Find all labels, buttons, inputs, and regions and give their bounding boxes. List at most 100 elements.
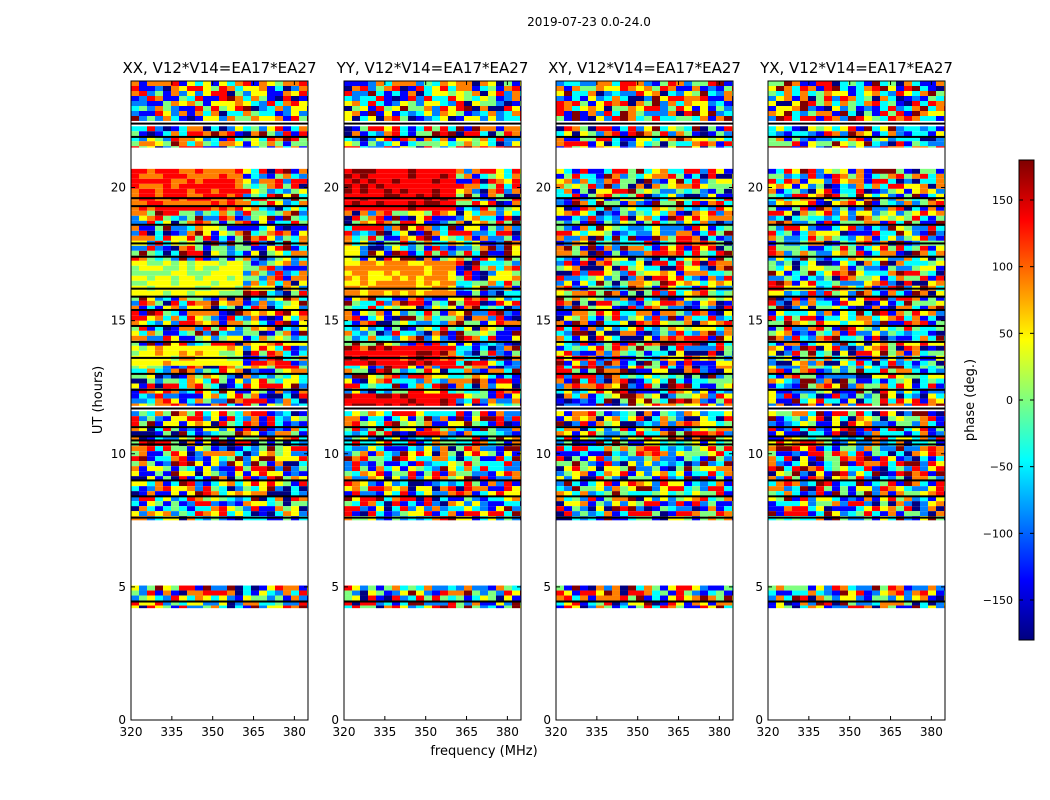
flagged-line: [344, 479, 521, 482]
phase-cell: [179, 585, 187, 591]
phase-cell: [440, 416, 448, 422]
phase-cell: [652, 600, 660, 606]
phase-cell: [344, 141, 352, 147]
phase-cell: [267, 255, 275, 261]
flagged-line: [131, 223, 308, 226]
phase-cell: [259, 235, 267, 241]
phase-cell: [139, 491, 147, 497]
phase-cell: [352, 585, 360, 591]
phase-cell: [171, 595, 179, 601]
phase-cell: [211, 188, 219, 194]
phase-cell: [147, 511, 155, 517]
phase-cell: [243, 101, 251, 106]
phase-cell: [684, 456, 692, 462]
phase-cell: [243, 255, 251, 261]
phase-cell: [187, 431, 195, 437]
phase-cell: [203, 136, 211, 142]
phase-cell: [227, 245, 235, 251]
phase-cell: [352, 476, 360, 482]
phase-cell: [171, 373, 179, 379]
phase-cell: [195, 146, 203, 148]
phase-cell: [480, 183, 488, 189]
phase-cell: [163, 403, 171, 406]
phase-cell: [299, 471, 307, 477]
phase-cell: [352, 466, 360, 472]
phase-cell: [219, 310, 227, 316]
phase-cell: [179, 91, 187, 96]
phase-cell: [219, 205, 227, 211]
phase-cell: [724, 368, 732, 374]
phase-cell: [291, 360, 299, 366]
phase-cell: [291, 585, 299, 591]
phase-cell: [432, 365, 440, 369]
phase-cell: [472, 320, 480, 326]
phase-cell: [163, 200, 171, 206]
phase-cell: [267, 295, 275, 301]
phase-cell: [512, 141, 520, 147]
phase-cell: [251, 188, 259, 194]
phase-cell: [424, 360, 432, 366]
phase-cell: [291, 146, 299, 148]
phase-cell: [291, 511, 299, 517]
phase-cell: [480, 200, 488, 206]
phase-cell: [352, 111, 360, 116]
phase-cell: [376, 91, 384, 96]
phase-cell: [432, 220, 440, 226]
phase-cell: [376, 383, 384, 389]
phase-cell: [259, 451, 267, 457]
phase-cell: [384, 310, 392, 316]
phase-cell: [440, 368, 448, 374]
phase-cell: [432, 436, 440, 442]
phase-cell: [155, 403, 163, 406]
phase-cell: [652, 471, 660, 477]
phase-cell: [376, 270, 384, 276]
phase-cell: [179, 188, 187, 194]
phase-cell: [259, 398, 267, 404]
phase-cell: [464, 365, 472, 369]
phase-cell: [299, 600, 307, 606]
phase-cell: [163, 340, 171, 346]
phase-cell: [299, 220, 307, 226]
phase-cell: [400, 511, 408, 517]
phase-cell: [299, 368, 307, 374]
phase-cell: [155, 471, 163, 477]
phase-cell: [368, 320, 376, 326]
phase-cell: [472, 456, 480, 462]
phase-cell: [504, 431, 512, 437]
phase-cell: [472, 255, 480, 261]
phase-cell: [596, 466, 604, 472]
phase-cell: [700, 373, 708, 379]
phase-cell: [612, 481, 620, 487]
phase-cell: [131, 511, 139, 517]
phase-cell: [668, 600, 676, 606]
phase-cell: [392, 466, 400, 472]
phase-cell: [448, 466, 456, 472]
phase-cell: [344, 178, 352, 184]
phase-cell: [472, 111, 480, 116]
phase-cell: [564, 600, 572, 606]
phase-cell: [283, 491, 291, 497]
phase-cell: [612, 486, 620, 492]
phase-cell: [496, 335, 504, 341]
phase-cell: [504, 193, 512, 199]
phase-cell: [628, 486, 636, 492]
phase-cell: [195, 230, 203, 236]
phase-cell: [488, 305, 496, 311]
phase-cell: [171, 193, 179, 199]
phase-cell: [344, 436, 352, 442]
phase-cell: [496, 501, 504, 507]
phase-cell: [139, 300, 147, 306]
phase-cell: [360, 91, 368, 96]
phase-cell: [227, 111, 235, 116]
phase-cell: [480, 373, 488, 379]
phase-cell: [171, 506, 179, 512]
phase-cell: [652, 506, 660, 512]
phase-cell: [416, 496, 424, 502]
phase-cell: [368, 446, 376, 452]
phase-cell: [384, 421, 392, 427]
phase-cell: [496, 275, 504, 281]
phase-cell: [360, 235, 368, 241]
phase-cell: [596, 506, 604, 512]
phase-cell: [131, 471, 139, 477]
phase-cell: [139, 446, 147, 452]
